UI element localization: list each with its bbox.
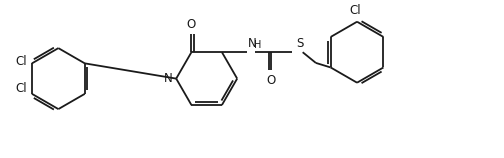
Text: H: H xyxy=(254,40,262,50)
Text: O: O xyxy=(267,74,276,87)
Text: S: S xyxy=(296,37,303,50)
Text: O: O xyxy=(187,18,196,31)
Text: Cl: Cl xyxy=(350,4,361,17)
Text: N: N xyxy=(164,72,173,85)
Text: N: N xyxy=(247,37,256,50)
Text: Cl: Cl xyxy=(16,55,27,68)
Text: Cl: Cl xyxy=(16,82,27,95)
